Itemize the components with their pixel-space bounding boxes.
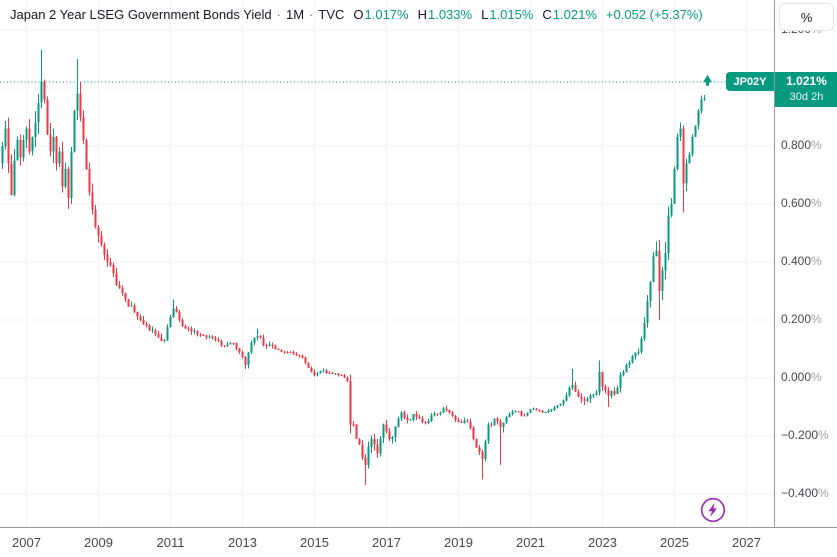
time-tick-label: 2019 [444, 535, 473, 550]
chart-canvas[interactable]: Japan 2 Year LSEG Government Bonds Yield… [0, 0, 774, 527]
price-tick-label: −0.200% [781, 428, 829, 443]
price-axis[interactable]: 1.200%1.000%0.800%0.600%0.400%0.200%0.00… [774, 0, 837, 557]
price-tick-label: 0.000% [781, 370, 822, 385]
time-tick-label: 2013 [228, 535, 257, 550]
time-tick-label: 2011 [156, 535, 185, 550]
price-tick-label: 0.600% [781, 196, 822, 211]
time-tick-label: 2009 [84, 535, 113, 550]
last-price-badge: 1.021% 30d 2h [775, 71, 837, 107]
time-tick-label: 2017 [372, 535, 401, 550]
lightning-icon [700, 497, 726, 523]
time-axis[interactable]: 2007 2009 2011 2013 2015 2017 2019 2021 2023 2025… [0, 527, 837, 557]
last-value-arrow-icon [703, 74, 712, 86]
time-tick-label: 2021 [516, 535, 545, 550]
instant-trading-button[interactable] [700, 497, 726, 523]
candlestick-chart [0, 0, 774, 527]
price-tick-label: −0.400% [781, 486, 829, 501]
bar-countdown: 30d 2h [789, 91, 824, 104]
percent-scale-button[interactable]: % [779, 3, 834, 31]
time-tick-label: 2015 [300, 535, 329, 550]
time-tick-label: 2023 [588, 535, 617, 550]
time-tick-label: 2027 [732, 535, 761, 550]
last-price-value: 1.021% [786, 74, 827, 89]
time-tick-label: 2007 [12, 535, 41, 550]
price-tick-label: 0.400% [781, 254, 822, 269]
price-flag-symbol-badge: JP02Y [726, 72, 774, 92]
price-tick-label: 0.200% [781, 312, 822, 327]
price-tick-label: 0.800% [781, 138, 822, 153]
time-tick-label: 2025 [660, 535, 689, 550]
